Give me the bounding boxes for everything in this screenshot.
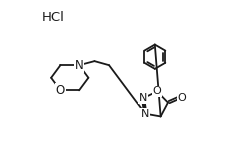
Text: N: N [139, 93, 147, 103]
Text: O: O [178, 93, 186, 103]
Text: HCl: HCl [42, 11, 65, 24]
Text: O: O [153, 86, 161, 96]
Text: O: O [56, 84, 65, 97]
Text: N: N [141, 109, 149, 119]
Text: N: N [75, 59, 84, 72]
